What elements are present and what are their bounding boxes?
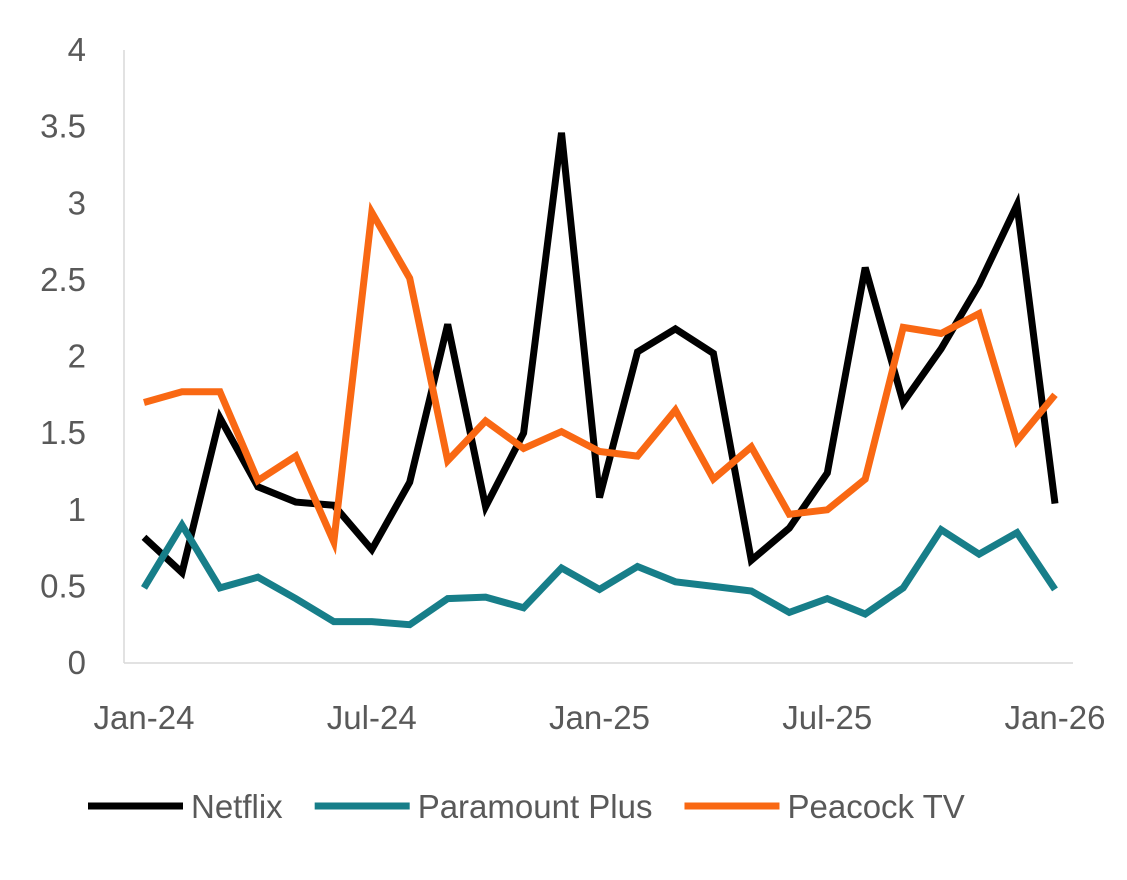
- y-tick-label: 2.5: [40, 261, 86, 298]
- x-tick-label: Jan-25: [549, 699, 650, 736]
- legend-label-paramount-plus: Paramount Plus: [418, 788, 653, 825]
- series-line-netflix: [141, 132, 1059, 580]
- series-lines: [141, 132, 1059, 629]
- y-tick-label: 1: [68, 491, 86, 528]
- y-tick-label: 3: [68, 184, 86, 221]
- y-tick-label: 1.5: [40, 414, 86, 451]
- y-tick-label: 2: [68, 338, 86, 375]
- x-tick-label: Jan-26: [1005, 699, 1106, 736]
- x-tick-label: Jul-25: [782, 699, 872, 736]
- legend-label-netflix: Netflix: [191, 788, 283, 825]
- y-tick-label: 0.5: [40, 567, 86, 604]
- y-tick-label: 3.5: [40, 108, 86, 145]
- y-axis-ticks: 0 0.5 1 1.5 2 2.5 3 3.5 4: [40, 31, 86, 681]
- series-line-paramount-plus: [141, 518, 1058, 629]
- legend: Netflix Paramount Plus Peacock TV: [88, 788, 965, 825]
- y-tick-label: 4: [68, 31, 86, 68]
- x-axis-ticks: Jan-24 Jul-24 Jan-25 Jul-25 Jan-26: [94, 699, 1106, 736]
- x-tick-label: Jan-24: [94, 699, 195, 736]
- legend-label-peacock-tv: Peacock TV: [787, 788, 964, 825]
- series-line-peacock-tv: [143, 201, 1058, 556]
- y-tick-label: 0: [68, 644, 86, 681]
- x-tick-label: Jul-24: [327, 699, 417, 736]
